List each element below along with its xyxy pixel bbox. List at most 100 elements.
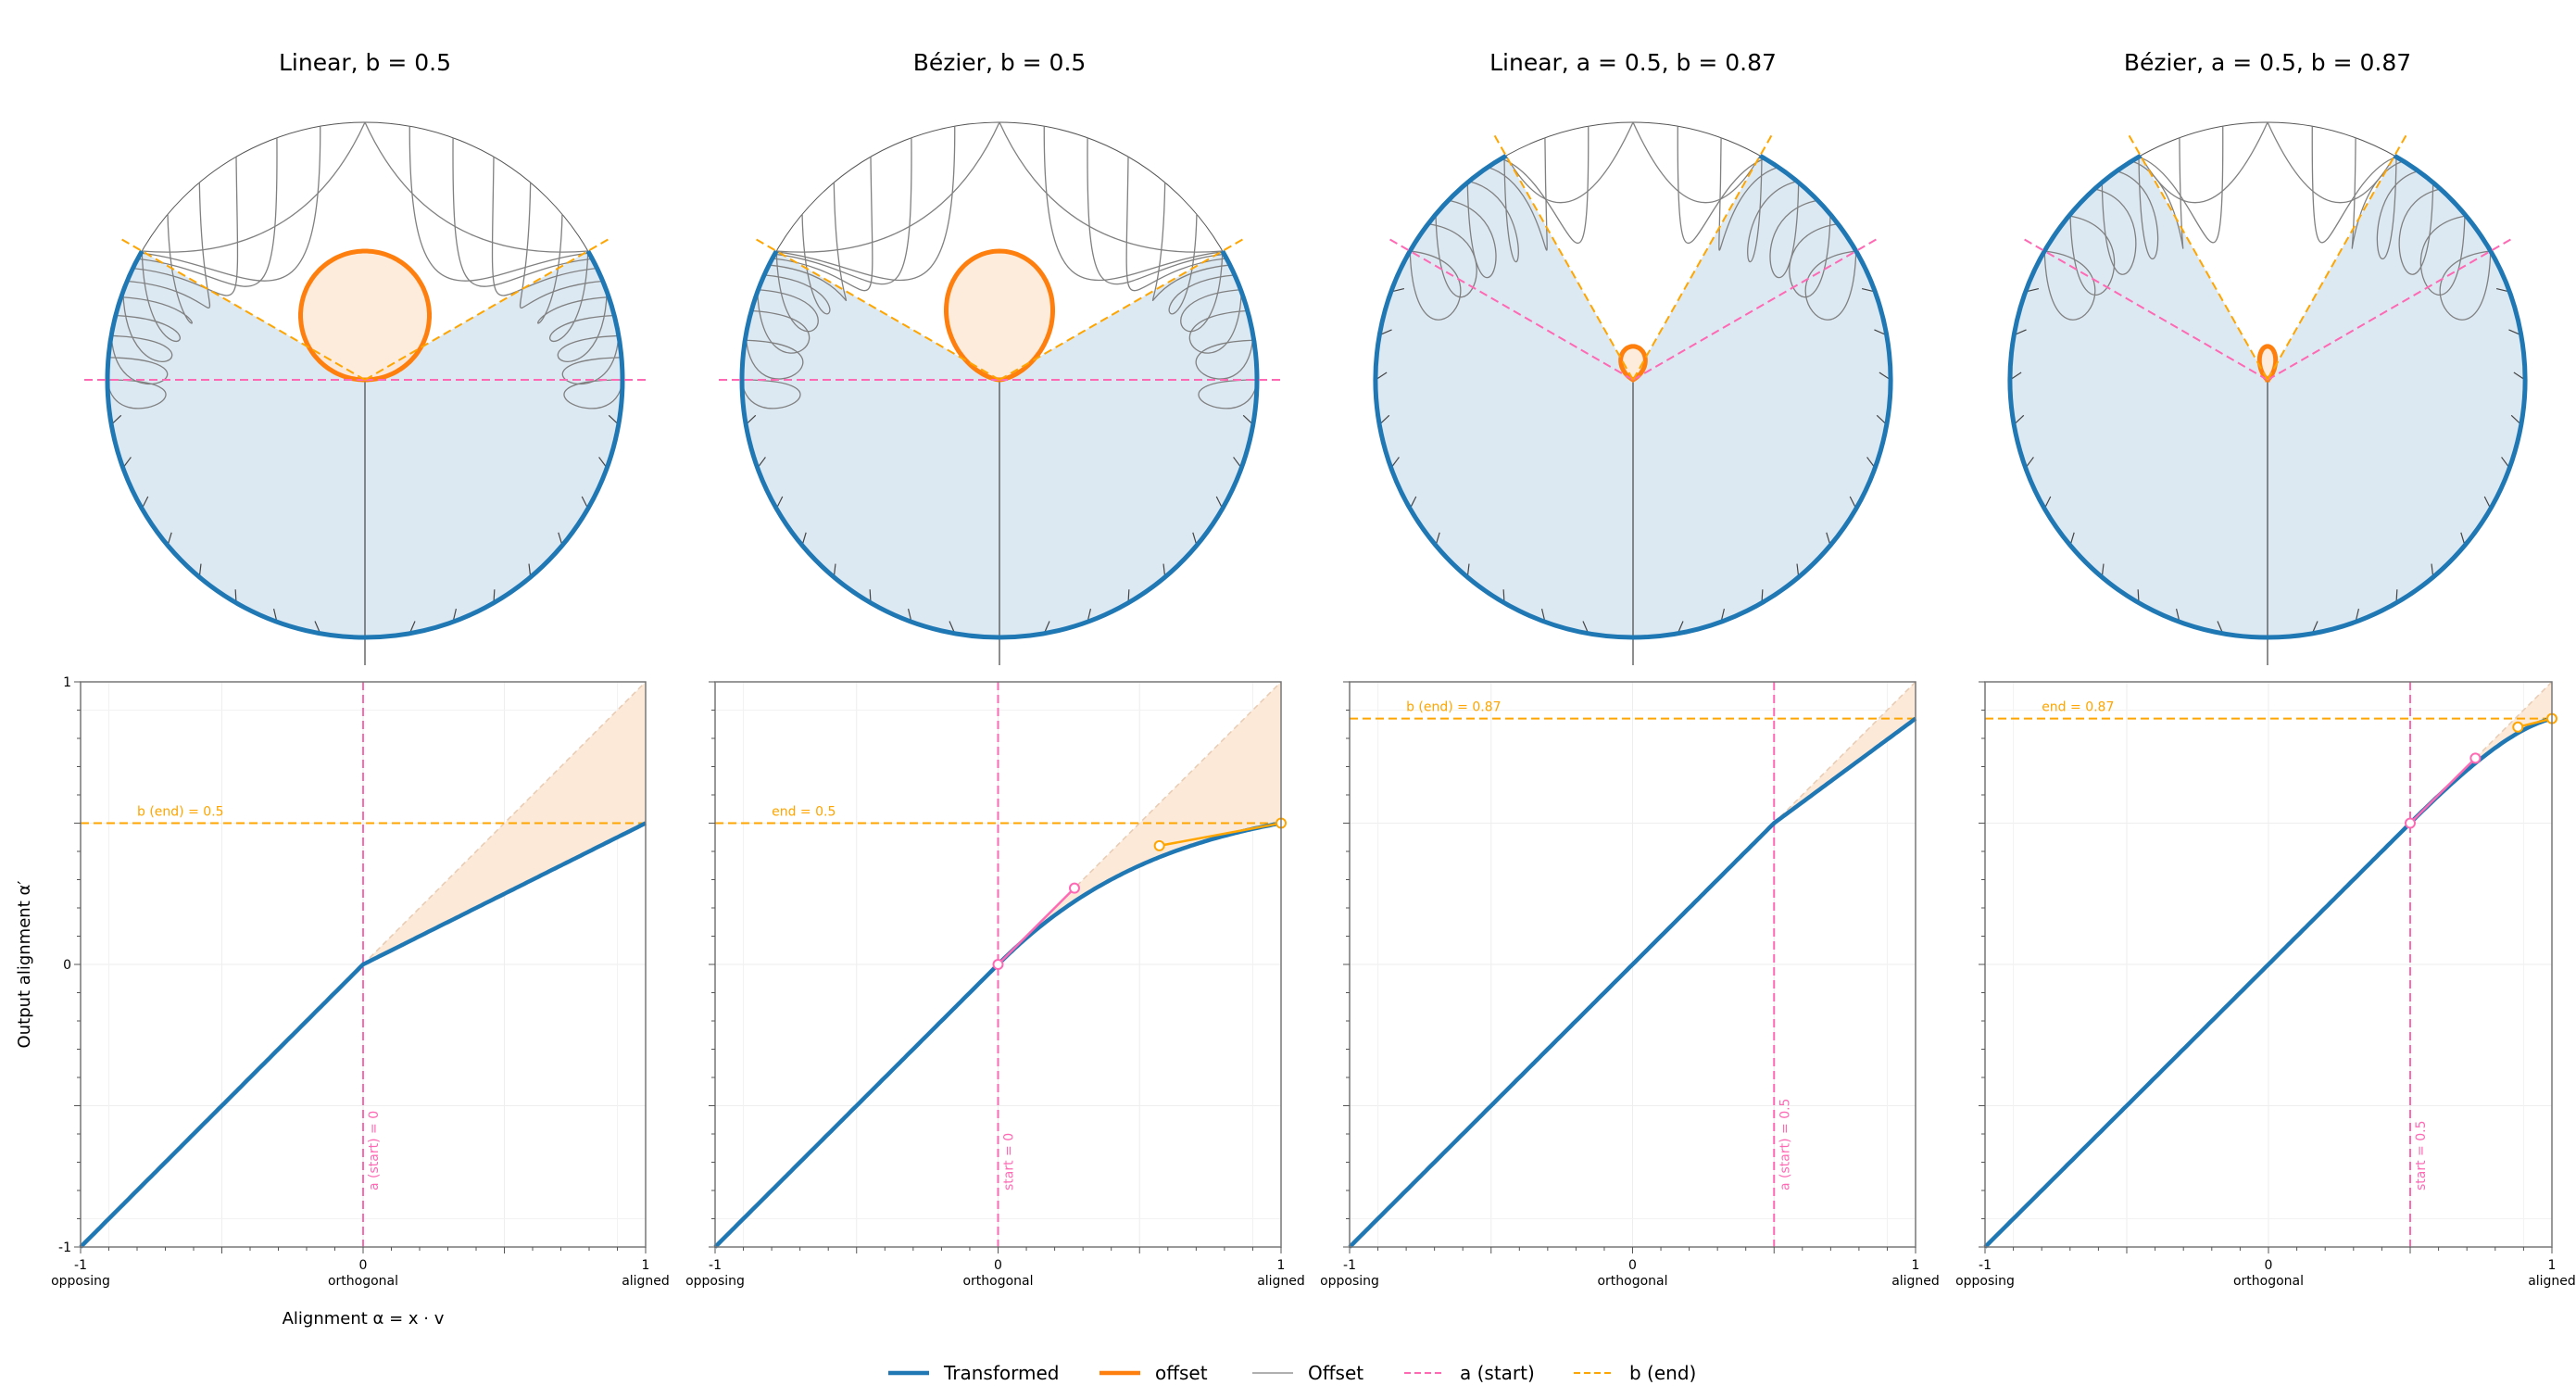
legend: Transformed offset Offset a (start) b (end) <box>888 1362 1696 1384</box>
panel-2: Bézier, b = 0.5 end = 0.5 start = 0 -1oppos… <box>685 49 1305 1289</box>
x-tick-sublabel: opposing <box>51 1274 110 1289</box>
offset-curve <box>120 214 193 324</box>
offset-curve <box>1718 137 1779 251</box>
legend-label: Transformed <box>943 1362 1059 1384</box>
offset-curve <box>769 183 848 301</box>
transformed-arc <box>105 249 625 640</box>
offset-curve <box>1180 250 1241 333</box>
offset-curve <box>1087 137 1225 285</box>
legend-item: b (end) <box>1574 1362 1696 1384</box>
end-handle <box>1159 822 1282 848</box>
offset-curve <box>758 250 819 333</box>
panel-4: Bézier, a = 0.5, b = 0.87 end = 0.87 start… <box>1955 49 2576 1289</box>
panel-1: Linear, b = 0.5 b (end) = 0.5 a (start) = … <box>15 49 670 1329</box>
offset-curve <box>107 379 167 409</box>
offset-shape <box>298 248 432 383</box>
x-tick-label: 0 <box>2265 1258 2273 1273</box>
transformed-arc <box>739 249 1260 640</box>
end-handle <box>2517 717 2553 729</box>
x-tick-sublabel: aligned <box>1257 1274 1305 1289</box>
x-tick-sublabel: aligned <box>1891 1274 1940 1289</box>
legend-item: a (start) <box>1404 1362 1535 1384</box>
offset-curve <box>1769 183 1818 279</box>
end-direction-line <box>2267 132 2408 381</box>
offset-curve <box>2094 183 2137 275</box>
x-tick-label: -1 <box>709 1258 722 1273</box>
x-tick-label: 1 <box>1912 1258 1920 1273</box>
offset-curve <box>1632 121 1761 204</box>
offset-curve <box>108 334 169 385</box>
offset-curve <box>132 157 239 296</box>
offset-curve <box>2267 121 2395 204</box>
legend-label: Offset <box>1308 1362 1363 1384</box>
x-tick-sublabel: opposing <box>1320 1274 1379 1289</box>
transformed-curve <box>1983 716 2553 1249</box>
offset-curve <box>1468 157 1519 263</box>
legend-label: a (start) <box>1460 1362 1535 1384</box>
offset-curve <box>1804 250 1857 321</box>
end-control-point <box>1153 839 1165 851</box>
offset-curve <box>2140 121 2268 204</box>
identity-line <box>1773 681 1916 825</box>
identity-line <box>362 681 647 965</box>
offset-curve <box>519 183 603 309</box>
x-tick-sublabel: aligned <box>2528 1274 2576 1289</box>
start-control-point <box>2469 752 2482 764</box>
offset-curve <box>2439 250 2492 321</box>
end-direction-line <box>999 237 1246 381</box>
start-direction-line <box>1632 237 1879 381</box>
offset-curve <box>763 214 831 315</box>
panel-3: Linear, a = 0.5, b = 0.87 b (end) = 0.87 a… <box>1320 49 1940 1289</box>
x-tick-sublabel: orthogonal <box>2233 1274 2304 1289</box>
panel-title: Linear, b = 0.5 <box>279 49 451 76</box>
offset-curve <box>115 250 181 343</box>
start-direction-line <box>2021 237 2268 381</box>
start-point <box>992 959 1004 970</box>
x-tick-label: 0 <box>1628 1258 1637 1273</box>
offset-curve <box>140 126 321 282</box>
offset-curve <box>2117 157 2159 259</box>
x-axis-label: Alignment α = x · v <box>283 1309 445 1329</box>
start-direction-line <box>1387 237 1634 381</box>
start-annotation: start = 0.5 <box>2414 1120 2429 1190</box>
offset-curve <box>2398 183 2441 275</box>
end-direction-line <box>119 237 366 381</box>
offset-curve <box>776 121 1000 253</box>
end-direction-line <box>1632 132 1774 381</box>
x-tick-sublabel: orthogonal <box>328 1274 398 1289</box>
x-tick-label: -1 <box>1979 1258 1992 1273</box>
offset-curve <box>111 291 173 362</box>
offset-curve <box>127 183 211 309</box>
alignment-plot: b (end) = 0.5a (start) = 0-1opposing0ort… <box>15 675 670 1329</box>
polar-plot <box>1373 121 1893 665</box>
legend-item: Offset <box>1252 1362 1363 1384</box>
x-tick-label: 1 <box>642 1258 650 1273</box>
offset-curve <box>1505 121 1634 204</box>
offset-curve <box>364 121 588 253</box>
start-handle <box>2409 757 2477 825</box>
panel-title: Bézier, a = 0.5, b = 0.87 <box>2124 49 2411 76</box>
panel-title: Bézier, b = 0.5 <box>913 49 1087 76</box>
polar-plot <box>2007 121 2528 665</box>
offset-curve <box>452 137 593 287</box>
offset-curve <box>2311 126 2397 244</box>
offset-curve <box>775 126 956 282</box>
legend-label: b (end) <box>1629 1362 1696 1384</box>
offset-curve <box>774 137 912 285</box>
y-axis-label: Output alignment α′ <box>15 881 34 1049</box>
end-annotation: end = 0.87 <box>2042 700 2114 715</box>
end-annotation: end = 0.5 <box>772 805 836 820</box>
end-annotation: b (end) = 0.5 <box>137 805 224 820</box>
offset-shape <box>944 248 1055 383</box>
offset-curve <box>751 291 810 354</box>
offset-curve <box>745 334 804 380</box>
x-tick-sublabel: orthogonal <box>962 1274 1033 1289</box>
transformed-arc <box>2007 153 2528 640</box>
start-annotation: start = 0 <box>1002 1133 1017 1190</box>
offset-curve <box>999 121 1223 253</box>
legend-label: offset <box>1155 1362 1208 1384</box>
